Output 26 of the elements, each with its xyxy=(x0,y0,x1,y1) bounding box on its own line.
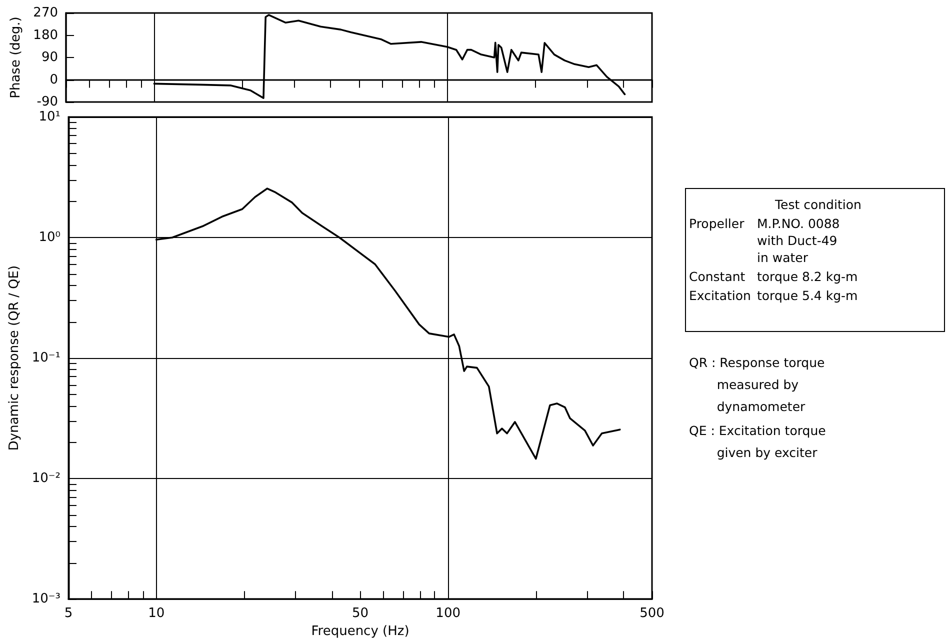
x-tick-label: 500 xyxy=(640,606,664,622)
y-tick-label: 10⁻¹ xyxy=(32,350,61,366)
y-tick-label: 90 xyxy=(41,50,58,65)
text: Excitation xyxy=(689,287,751,304)
y-tick-label: 10⁻² xyxy=(32,471,61,486)
text: torque 8.2 kg-m xyxy=(757,268,858,285)
x-tick-label: 10 xyxy=(148,606,165,622)
y-tick-label: 10⁻³ xyxy=(32,592,61,607)
y-tick-label: 0 xyxy=(50,72,58,88)
text: torque 5.4 kg-m xyxy=(757,287,858,304)
y-tick-label: 180 xyxy=(33,28,58,43)
text: QR : Response torque measured by dynamometer xyxy=(689,354,825,416)
y-axis-title: Phase (deg.) xyxy=(8,16,24,98)
text: QE : Excitation torque given by exciter xyxy=(689,422,826,462)
x-tick-label: 50 xyxy=(352,606,369,622)
y-tick-label: 10¹ xyxy=(38,110,61,124)
y-tick-label: 270 xyxy=(33,6,58,20)
text: Constant xyxy=(689,268,746,285)
y-tick-label: 10⁰ xyxy=(38,230,61,246)
y-tick-label: -90 xyxy=(36,94,58,110)
text: Test condition xyxy=(775,196,862,213)
x-tick-label: 5 xyxy=(64,606,73,622)
x-tick-label: 100 xyxy=(436,606,460,622)
x-axis-title: Frequency (Hz) xyxy=(311,624,410,639)
text: Propeller xyxy=(689,215,744,232)
y-axis-title: Dynamic response (QR / QE) xyxy=(7,265,22,451)
